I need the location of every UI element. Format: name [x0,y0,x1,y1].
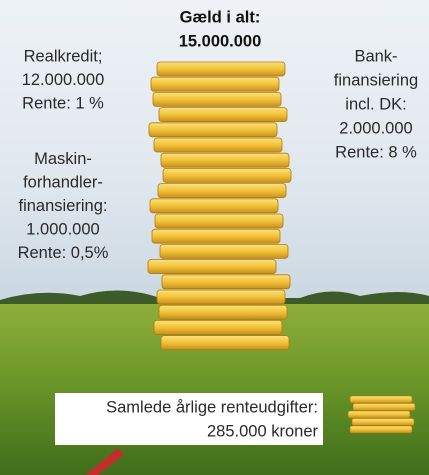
info-line: 1.000.000 [26,220,99,238]
total-label: Gæld i alt: [180,8,261,26]
summary-line: 285.000 kroner [207,422,319,440]
coin [348,411,410,418]
info-line: finansiering [334,71,418,89]
info-line: Rente: 1 % [22,94,104,112]
info-line: Rente: 0,5% [18,244,109,262]
coin [158,184,286,198]
info-line: forhandler- [23,173,103,191]
info-line: Maskin- [34,150,92,168]
coin [154,138,282,152]
coin [162,275,290,289]
coin [157,62,285,76]
coin [159,305,287,319]
coin [152,229,280,243]
info-line: Bank- [354,47,397,65]
coin [154,320,282,334]
coin [161,336,289,350]
coin [161,153,289,167]
coin [148,260,276,274]
coin [350,426,412,433]
info-line: Realkredit; [24,47,103,65]
info-line: finansiering: [19,197,108,215]
page: {"total": {"label": "Gæld i alt:", "amou… [0,0,429,475]
coin [163,168,291,182]
coin [155,214,283,228]
coin [151,77,279,91]
info-line: 12.000.000 [22,71,105,89]
coin [352,419,414,426]
infographic: Gæld i alt: 15.000.000 Samlede årlige re… [0,0,429,475]
info-line: incl. DK: [345,95,406,113]
coin [153,92,281,106]
coin [159,108,287,122]
coin [160,244,288,258]
small-coin-stack [348,396,415,433]
info-line: Rente: 8 % [335,143,417,161]
coin [350,396,412,403]
coin [150,199,278,213]
summary-line: Samlede årlige renteudgifter: [106,398,318,416]
coin [353,404,415,411]
coin-stack [148,62,291,350]
coin [157,290,285,304]
total-amount: 15.000.000 [179,32,262,50]
coin [149,123,277,137]
info-line: 2.000.000 [339,119,412,137]
